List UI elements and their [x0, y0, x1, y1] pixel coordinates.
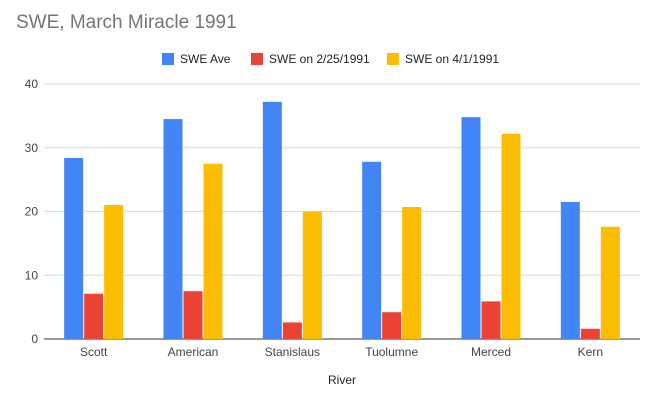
bar-merced-series-2[interactable] [481, 301, 501, 339]
bar-scott-series-1[interactable] [64, 157, 84, 339]
legend-swatch [387, 53, 399, 65]
x-axis-ticks: Scott American Stanislaus Tuolumne Merced Ker… [80, 345, 603, 359]
bar-scott-series-2[interactable] [84, 293, 104, 339]
bar-tuolumne-series-3[interactable] [402, 207, 422, 339]
y-tick-label: 30 [25, 141, 39, 155]
gridlines [44, 83, 640, 340]
legend-item[interactable]: SWE Ave [162, 52, 231, 66]
legend-item[interactable]: SWE on 2/25/1991 [251, 52, 370, 66]
y-tick-label: 20 [25, 205, 39, 219]
x-tick-label: Scott [80, 345, 108, 359]
bar-stanislaus-series-3[interactable] [302, 211, 322, 340]
x-tick-label: American [168, 345, 219, 359]
bar-kern-series-1[interactable] [560, 201, 580, 339]
bar-kern-series-2[interactable] [580, 328, 600, 339]
legend-label: SWE Ave [180, 52, 231, 66]
legend[interactable]: SWE Ave SWE on 2/25/1991 SWE on 4/1/1991 [162, 52, 499, 66]
bar-scott-series-3[interactable] [104, 205, 124, 339]
bar-stanislaus-series-2[interactable] [282, 322, 302, 339]
x-axis-title: River [328, 373, 356, 387]
bar-tuolumne-series-1[interactable] [362, 161, 382, 339]
bar-stanislaus-series-1[interactable] [262, 101, 282, 339]
y-tick-label: 10 [25, 268, 39, 282]
legend-swatch [251, 53, 263, 65]
x-tick-label: Kern [578, 345, 603, 359]
bar-merced-series-1[interactable] [461, 117, 481, 340]
bar-american-series-2[interactable] [183, 291, 203, 339]
y-tick-label: 40 [25, 77, 39, 91]
bar-merced-series-3[interactable] [501, 133, 521, 339]
y-axis-ticks: 0 10 20 30 40 [25, 77, 39, 346]
legend-label: SWE on 4/1/1991 [405, 52, 499, 66]
bar-tuolumne-series-2[interactable] [382, 312, 402, 339]
bar-kern-series-3[interactable] [600, 226, 620, 339]
legend-swatch [162, 53, 174, 65]
x-tick-label: Stanislaus [265, 345, 320, 359]
bar-american-series-3[interactable] [203, 163, 223, 339]
legend-item[interactable]: SWE on 4/1/1991 [387, 52, 499, 66]
bar-american-series-1[interactable] [163, 119, 183, 339]
legend-label: SWE on 2/25/1991 [269, 52, 370, 66]
bars [64, 101, 620, 340]
y-tick-label: 0 [31, 332, 38, 346]
x-tick-label: Merced [471, 345, 511, 359]
x-tick-label: Tuolumne [365, 345, 418, 359]
chart-title: SWE, March Miracle 1991 [16, 12, 237, 33]
